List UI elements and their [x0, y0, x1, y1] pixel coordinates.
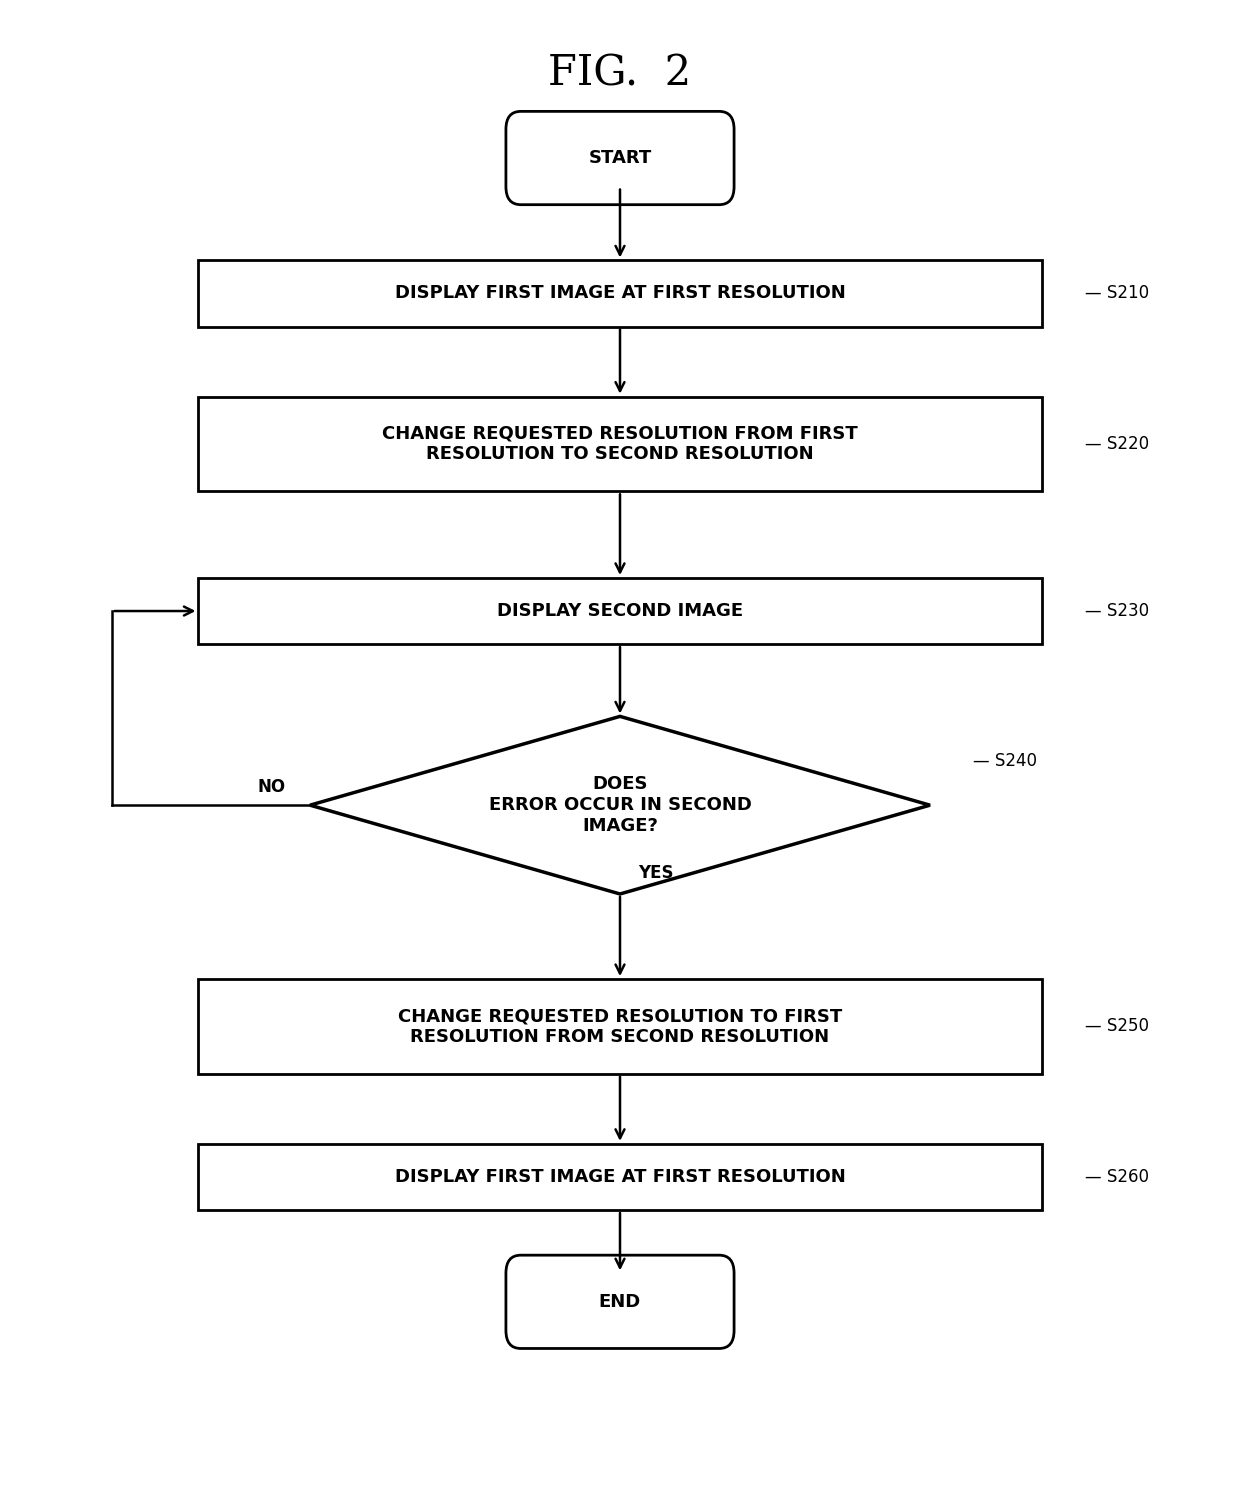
Text: — S230: — S230	[1085, 602, 1149, 620]
FancyBboxPatch shape	[506, 111, 734, 205]
FancyBboxPatch shape	[506, 1255, 734, 1348]
Text: NO: NO	[257, 778, 285, 796]
Bar	[198, 260, 1042, 327]
Text: — S220: — S220	[1085, 435, 1149, 453]
Text: DISPLAY SECOND IMAGE: DISPLAY SECOND IMAGE	[497, 602, 743, 620]
Bar	[198, 980, 1042, 1075]
Text: DOES
ERROR OCCUR IN SECOND
IMAGE?: DOES ERROR OCCUR IN SECOND IMAGE?	[489, 775, 751, 835]
Text: — S250: — S250	[1085, 1017, 1149, 1035]
Bar	[198, 578, 1042, 644]
Polygon shape	[310, 716, 930, 894]
Text: DISPLAY FIRST IMAGE AT FIRST RESOLUTION: DISPLAY FIRST IMAGE AT FIRST RESOLUTION	[394, 284, 846, 303]
Text: DISPLAY FIRST IMAGE AT FIRST RESOLUTION: DISPLAY FIRST IMAGE AT FIRST RESOLUTION	[394, 1168, 846, 1186]
Bar	[198, 1144, 1042, 1210]
Text: YES: YES	[639, 864, 675, 882]
Text: — S210: — S210	[1085, 284, 1149, 303]
Text: — S260: — S260	[1085, 1168, 1149, 1186]
Text: — S240: — S240	[973, 752, 1038, 769]
Text: FIG.  2: FIG. 2	[548, 53, 692, 95]
Text: CHANGE REQUESTED RESOLUTION FROM FIRST
RESOLUTION TO SECOND RESOLUTION: CHANGE REQUESTED RESOLUTION FROM FIRST R…	[382, 424, 858, 464]
Text: START: START	[588, 149, 652, 167]
Bar	[198, 397, 1042, 491]
Text: END: END	[599, 1293, 641, 1311]
Text: CHANGE REQUESTED RESOLUTION TO FIRST
RESOLUTION FROM SECOND RESOLUTION: CHANGE REQUESTED RESOLUTION TO FIRST RES…	[398, 1007, 842, 1046]
